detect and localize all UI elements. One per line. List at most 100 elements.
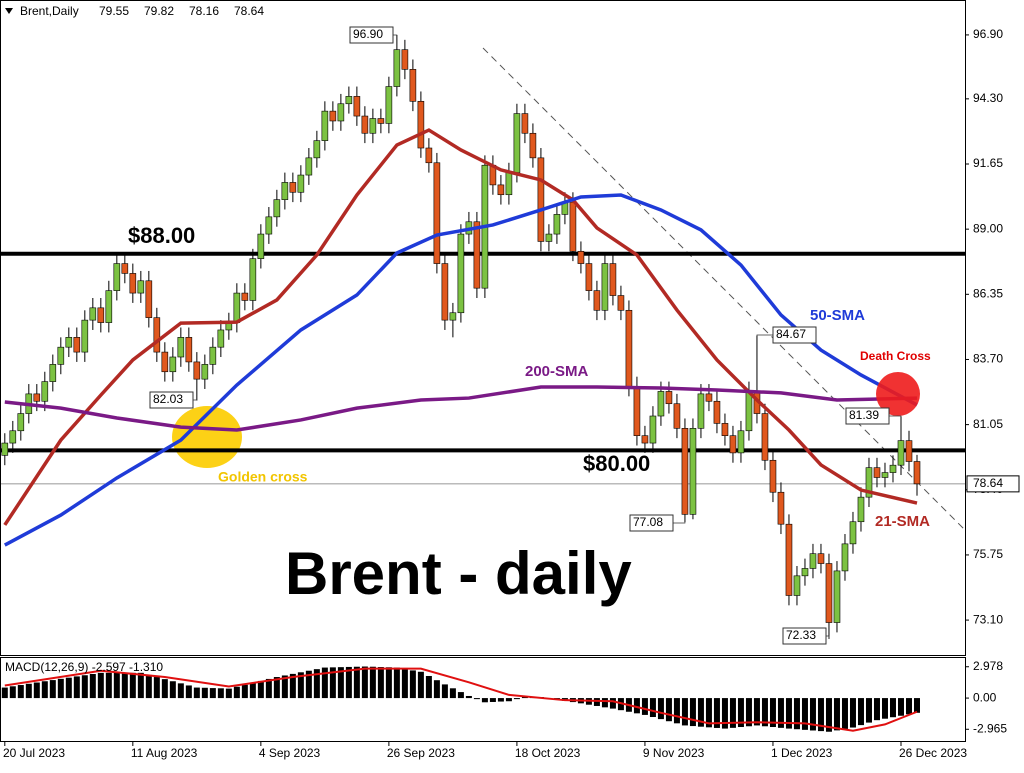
macd-bar — [82, 675, 88, 698]
candle-body — [330, 111, 336, 121]
candle-body — [170, 357, 176, 372]
candle-body — [322, 111, 328, 141]
macd-bar — [682, 698, 688, 725]
sma-label: 200-SMA — [525, 363, 589, 380]
sma-label: 50-SMA — [810, 307, 865, 324]
macd-bar — [194, 688, 200, 699]
macd-bar — [794, 698, 800, 729]
macd-bar — [482, 698, 488, 702]
macd-bar — [130, 673, 136, 698]
macd-bar — [58, 679, 64, 698]
macd-bar — [354, 667, 360, 698]
candle-body — [306, 158, 312, 175]
candle-body — [442, 264, 448, 321]
macd-bar — [690, 698, 696, 726]
candle-body — [762, 414, 768, 461]
candle-body — [578, 251, 584, 263]
macd-bar — [34, 683, 40, 699]
candle-body — [650, 416, 656, 443]
macd-bar — [466, 696, 472, 698]
candle-body — [82, 320, 88, 352]
macd-bar — [218, 688, 224, 698]
price-label: 82.03 — [153, 392, 183, 406]
macd-bar — [98, 673, 104, 698]
candle-body — [698, 394, 704, 428]
candle-body — [570, 202, 576, 251]
candle-body — [474, 222, 480, 288]
y-tick-label: 75.75 — [973, 547, 1003, 561]
candle-body — [906, 441, 912, 462]
macd-bar — [450, 688, 456, 698]
macd-bar — [10, 686, 16, 698]
candle-body — [138, 281, 144, 293]
candle-body — [58, 347, 64, 364]
x-tick-label: 1 Dec 2023 — [771, 746, 833, 760]
candle-body — [410, 69, 416, 101]
candle-body — [618, 296, 624, 311]
header-ohlc: 78.16 — [189, 4, 219, 18]
candle-body — [730, 436, 736, 453]
candle-body — [282, 182, 288, 199]
candle-body — [130, 273, 136, 293]
candle-body — [858, 497, 864, 522]
candle-body — [546, 234, 552, 241]
candle-body — [186, 337, 192, 362]
macd-bar — [834, 698, 840, 730]
y-tick-label: 73.10 — [973, 612, 1003, 626]
macd-bar — [234, 687, 240, 698]
y-tick-label: 86.35 — [973, 286, 1003, 300]
macd-label: MACD(12,26,9) -2.597 -1.310 — [5, 660, 163, 674]
macd-bar — [898, 698, 904, 716]
macd-bar — [178, 683, 184, 698]
candle-body — [538, 158, 544, 242]
macd-bar — [226, 689, 232, 698]
candle-body — [842, 544, 848, 571]
candle-body — [634, 387, 640, 436]
candle-body — [874, 468, 880, 478]
macd-y-tick-label: 0.00 — [973, 690, 997, 704]
macd-bar — [514, 698, 520, 699]
y-tick-label: 96.90 — [973, 27, 1003, 41]
x-tick-label: 26 Dec 2023 — [899, 746, 967, 760]
candle-body — [770, 460, 776, 492]
macd-bar — [474, 698, 480, 699]
macd-bar — [122, 673, 128, 698]
candle-body — [450, 313, 456, 320]
x-tick-label: 4 Sep 2023 — [259, 746, 321, 760]
macd-bar — [666, 698, 672, 721]
macd-bar — [850, 698, 856, 727]
candle-body — [146, 281, 152, 318]
candle-body — [290, 182, 296, 192]
macd-bar — [882, 698, 888, 719]
macd-bar — [154, 677, 160, 698]
price-label: 77.08 — [633, 515, 663, 529]
macd-bar — [490, 698, 496, 702]
candle-body — [674, 404, 680, 429]
candle-body — [498, 185, 504, 195]
candle-body — [610, 264, 616, 296]
macd-bar — [906, 698, 912, 714]
macd-bar — [418, 672, 424, 698]
candle-body — [258, 234, 264, 259]
x-tick-label: 11 Aug 2023 — [131, 746, 198, 760]
macd-bar — [18, 685, 24, 698]
macd-bar — [874, 698, 880, 720]
candle-body — [658, 391, 664, 416]
x-tick-label: 18 Oct 2023 — [515, 746, 581, 760]
y-tick-label: 83.70 — [973, 352, 1003, 366]
candle-body — [354, 96, 360, 116]
candle-body — [266, 217, 272, 234]
macd-bar — [66, 678, 72, 698]
macd-bar — [26, 684, 32, 698]
annotation: Golden cross — [218, 469, 308, 485]
macd-bar — [386, 667, 392, 698]
macd-bar — [42, 681, 48, 698]
candle-body — [370, 119, 376, 134]
candle-body — [690, 428, 696, 514]
candle-body — [154, 318, 160, 352]
candle-body — [602, 264, 608, 311]
macd-bar — [250, 683, 256, 698]
candle-body — [738, 431, 744, 453]
candle-body — [66, 337, 72, 347]
candle-body — [178, 337, 184, 357]
